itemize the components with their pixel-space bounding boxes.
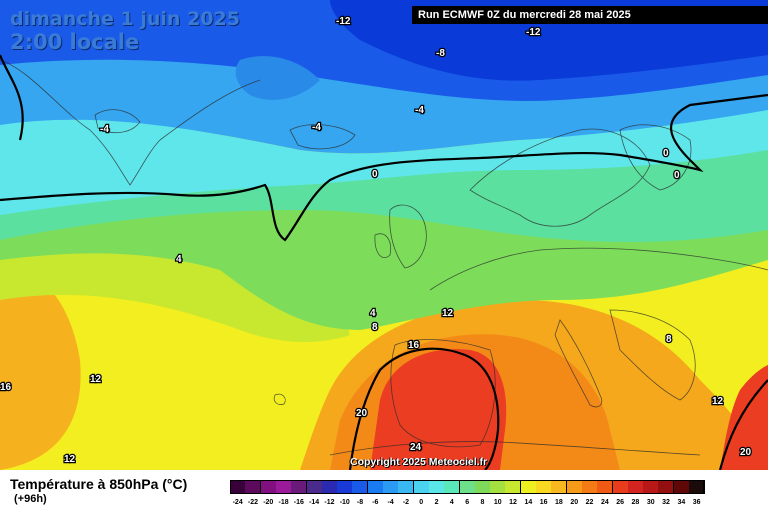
field-very-hot-east — [720, 365, 768, 470]
iberia — [390, 339, 496, 448]
svalbard-coast — [289, 124, 356, 150]
scale-swatch — [689, 480, 705, 494]
iso-label-22: 24 — [410, 442, 422, 453]
scale-tick-label: 20 — [570, 499, 579, 506]
isotherm-20-east — [718, 379, 768, 470]
isotherms — [0, 54, 768, 470]
scale-tick-label: -12 — [324, 499, 335, 506]
iso-label-8: 0 — [663, 148, 669, 159]
isotherm-0-left — [0, 54, 24, 141]
iso-label-19: 16 — [0, 382, 12, 393]
iso-label-10: 4 — [176, 254, 182, 265]
scale-tick-label: 32 — [662, 499, 670, 506]
scale-tick-label: -10 — [339, 499, 350, 506]
scale-tick-label: -4 — [387, 499, 394, 506]
iso-label-12: 8 — [372, 322, 378, 333]
iso-label-3: -8 — [436, 48, 445, 59]
italy — [554, 319, 603, 408]
iso-label-7: 0 — [372, 169, 378, 180]
scale-tick-label: 34 — [677, 499, 686, 506]
finland — [619, 124, 692, 191]
iso-label-2: -12 — [526, 27, 541, 38]
field-green — [0, 203, 768, 330]
iso-label-9: 0 — [674, 170, 680, 181]
scale-tick-label: -18 — [278, 499, 289, 506]
scale-tick-label: 12 — [509, 499, 517, 506]
run-info-banner: Run ECMWF 0Z du mercredi 28 mai 2025 — [412, 6, 768, 24]
iso-label-21: 20 — [740, 447, 752, 458]
iso-label-16: 12 — [64, 454, 76, 465]
scale-tick-label: 28 — [631, 499, 640, 506]
scale-frame — [230, 480, 705, 494]
scale-tick-label: 8 — [480, 499, 485, 506]
greenland-coast — [0, 59, 261, 186]
europe-mainland — [429, 247, 768, 291]
iso-label-14: 12 — [442, 308, 454, 319]
forecast-date: dimanche 1 juin 2025 — [10, 8, 240, 30]
coastlines — [0, 59, 768, 456]
scale-tick-label: -2 — [402, 499, 410, 506]
temperature-map: -12 -12 -8 -4 -4 -4 0 0 0 4 4 8 8 12 12 … — [0, 0, 768, 470]
scale-tick-label: 14 — [524, 499, 533, 506]
iso-label-15: 12 — [90, 374, 102, 385]
field-light-blue — [0, 54, 768, 154]
scale-tick-label: -20 — [263, 499, 274, 506]
scale-tick-label: 18 — [555, 499, 563, 506]
copyright-notice: Copyright 2025 Meteociel.fr — [350, 456, 488, 468]
scale-tick-label: 24 — [600, 499, 609, 506]
british-isles — [389, 204, 427, 269]
iso-label-4: -4 — [100, 124, 109, 135]
north-africa — [329, 441, 701, 456]
scale-tick-label: -14 — [309, 499, 320, 506]
iceland-coast — [94, 109, 141, 134]
iso-label-18: 16 — [408, 340, 420, 351]
iso-label-13: 8 — [666, 334, 672, 345]
scale-tick-label: -6 — [372, 499, 379, 506]
scale-tick-label: 26 — [616, 499, 625, 506]
scale-tick-label: 0 — [419, 499, 424, 506]
scale-tick-label: 16 — [539, 499, 548, 506]
iso-label-6: -4 — [415, 105, 424, 116]
field-cold-patch — [235, 56, 320, 100]
atlantic-isle — [273, 393, 286, 405]
iso-label-11: 4 — [370, 308, 376, 319]
scale-tick-label: 6 — [465, 499, 470, 506]
scale-tick-label: -24 — [232, 499, 243, 506]
forecast-local-time: 2:00 locale — [10, 30, 140, 54]
iso-label-20: 20 — [356, 408, 368, 419]
iso-label-17: 12 — [712, 396, 724, 407]
balkans — [609, 309, 696, 401]
scale-tick-label: -16 — [293, 499, 304, 506]
scale-tick-label: 10 — [493, 499, 502, 506]
isotherm-labels: -12 -12 -8 -4 -4 -4 0 0 0 4 4 8 8 12 12 … — [0, 15, 753, 467]
scandinavia — [469, 128, 651, 227]
iso-label-1: -12 — [336, 16, 351, 27]
ireland — [374, 233, 392, 259]
field-very-hot — [370, 349, 507, 470]
scale-tick-label: 30 — [646, 499, 655, 506]
scale-tick-label: 22 — [585, 499, 594, 506]
scale-tick-label: 36 — [692, 499, 701, 506]
forecast-hours: (+96h) — [14, 493, 47, 505]
scale-tick-label: 2 — [434, 499, 439, 506]
isotherm-0 — [0, 93, 768, 242]
scale-tick-label: -8 — [356, 499, 364, 506]
iso-label-5: -4 — [312, 122, 321, 133]
isotherm-20 — [348, 347, 500, 470]
scale-tick-label: 4 — [449, 499, 454, 506]
legend-title: Température à 850hPa (°C) — [10, 476, 188, 492]
field-cyan — [0, 105, 768, 215]
field-orange-west — [0, 269, 81, 470]
scale-tick-label: -22 — [247, 499, 258, 506]
